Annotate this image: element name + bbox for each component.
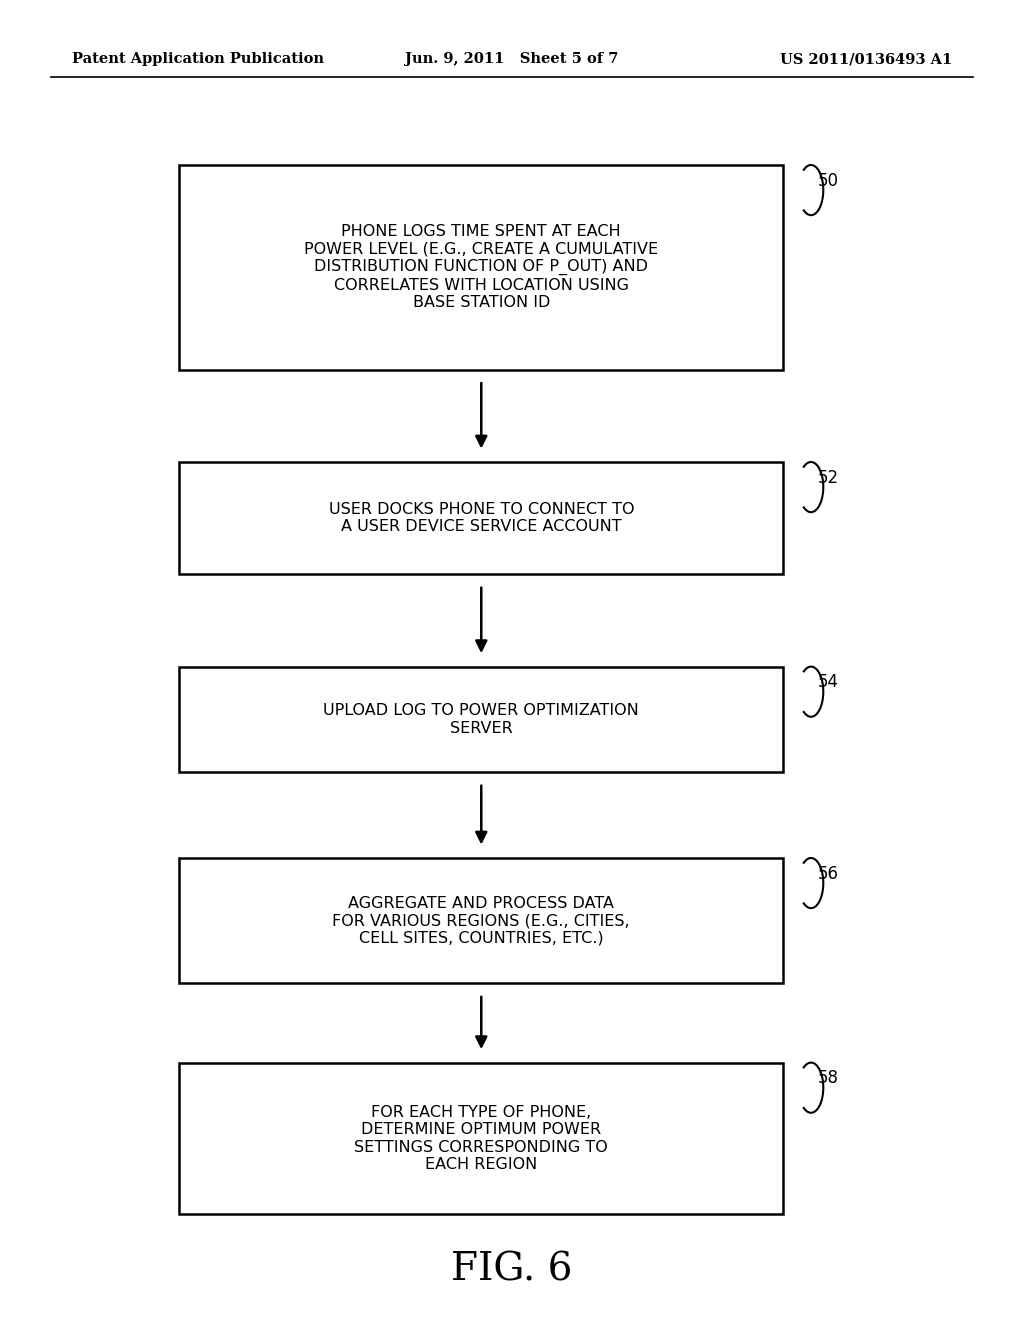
Text: Patent Application Publication: Patent Application Publication	[72, 53, 324, 66]
Text: PHONE LOGS TIME SPENT AT EACH
POWER LEVEL (E.G., CREATE A CUMULATIVE
DISTRIBUTIO: PHONE LOGS TIME SPENT AT EACH POWER LEVE…	[304, 224, 658, 310]
Text: FOR EACH TYPE OF PHONE,
DETERMINE OPTIMUM POWER
SETTINGS CORRESPONDING TO
EACH R: FOR EACH TYPE OF PHONE, DETERMINE OPTIMU…	[354, 1105, 608, 1172]
Bar	[179, 858, 783, 983]
Text: AGGREGATE AND PROCESS DATA
FOR VARIOUS REGIONS (E.G., CITIES,
CELL SITES, COUNTR: AGGREGATE AND PROCESS DATA FOR VARIOUS R…	[333, 896, 630, 945]
Bar	[179, 165, 783, 370]
Text: USER DOCKS PHONE TO CONNECT TO
A USER DEVICE SERVICE ACCOUNT: USER DOCKS PHONE TO CONNECT TO A USER DE…	[329, 502, 634, 535]
Text: 58: 58	[818, 1069, 840, 1088]
Text: US 2011/0136493 A1: US 2011/0136493 A1	[780, 53, 952, 66]
Bar	[179, 1063, 783, 1214]
Text: 56: 56	[818, 865, 840, 883]
Text: FIG. 6: FIG. 6	[452, 1251, 572, 1288]
Text: Jun. 9, 2011   Sheet 5 of 7: Jun. 9, 2011 Sheet 5 of 7	[406, 53, 618, 66]
Text: 54: 54	[818, 673, 840, 692]
Bar	[179, 462, 783, 574]
Bar	[179, 667, 783, 772]
Text: 50: 50	[818, 172, 840, 190]
Text: 52: 52	[818, 469, 840, 487]
Text: UPLOAD LOG TO POWER OPTIMIZATION
SERVER: UPLOAD LOG TO POWER OPTIMIZATION SERVER	[324, 704, 639, 735]
